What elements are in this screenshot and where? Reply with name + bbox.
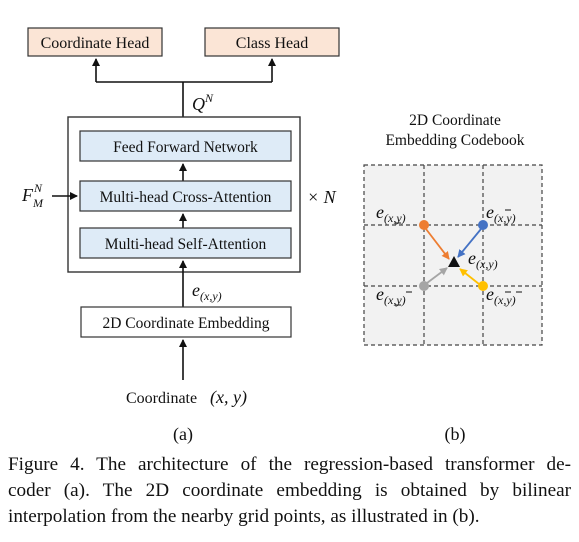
coordinate-head-label: Coordinate Head xyxy=(41,35,150,52)
panel-b-label: (b) xyxy=(445,424,466,445)
codebook-grid xyxy=(363,164,543,346)
embedding-label: e(x,y) xyxy=(192,280,222,303)
query-label: QN xyxy=(192,91,214,114)
caption-line-2: coder (a). The 2D coordinate embedding i… xyxy=(8,480,571,501)
cross-attention-block xyxy=(79,180,292,212)
ffn-block xyxy=(79,130,292,162)
coordinate-input-text: Coordinate xyxy=(126,390,197,407)
figure: Coordinate Head Class Head QN Feed Forwa… xyxy=(21,27,543,445)
bottom-right-arrow xyxy=(459,268,480,285)
coordinate-input-math: (x, y) xyxy=(210,387,247,408)
caption-line-1: Figure 4. The architecture of the regres… xyxy=(8,454,571,475)
top-right-arrow xyxy=(457,228,482,258)
caption-line-3: interpolation from the nearby grid point… xyxy=(8,506,480,527)
label-top-left: e(x,y) xyxy=(376,202,406,225)
coordinate-head-box xyxy=(27,27,163,57)
point-bottom-left xyxy=(419,281,429,291)
cross-attention-label: Multi-head Cross-Attention xyxy=(100,189,272,206)
label-bottom-right: e(x,y) xyxy=(486,284,516,307)
figure-svg: Coordinate Head Class Head QN Feed Forwa… xyxy=(21,27,543,445)
head-connector xyxy=(92,58,276,117)
coordinate-embedding-label: 2D Coordinate Embedding xyxy=(102,315,269,332)
point-top-right xyxy=(478,220,488,230)
point-bottom-right xyxy=(478,281,488,291)
self-attention-label: Multi-head Self-Attention xyxy=(105,236,267,253)
label-top-right: e(x,y) xyxy=(486,202,516,225)
bottom-left-arrow xyxy=(426,267,448,284)
figure-caption: Figure 4. The architecture of the regres… xyxy=(8,452,571,530)
ffn-label: Feed Forward Network xyxy=(113,139,258,156)
top-left-arrow xyxy=(425,228,450,260)
label-bottom-left: e(x,y) xyxy=(376,284,406,307)
class-head-box xyxy=(204,27,340,57)
label-center: e(x,y) xyxy=(468,248,498,271)
self-attention-block xyxy=(79,227,292,259)
codebook-title-line2: Embedding Codebook xyxy=(385,132,524,149)
query-point-triangle xyxy=(448,256,460,267)
coordinate-embedding-block xyxy=(80,306,292,338)
panel-a-label: (a) xyxy=(173,424,193,445)
class-head-label: Class Head xyxy=(236,35,308,52)
point-top-left xyxy=(419,220,429,230)
feature-input-label: FN M xyxy=(21,181,44,210)
codebook-title-line1: 2D Coordinate xyxy=(409,112,501,129)
repeat-label: × N xyxy=(307,187,337,207)
